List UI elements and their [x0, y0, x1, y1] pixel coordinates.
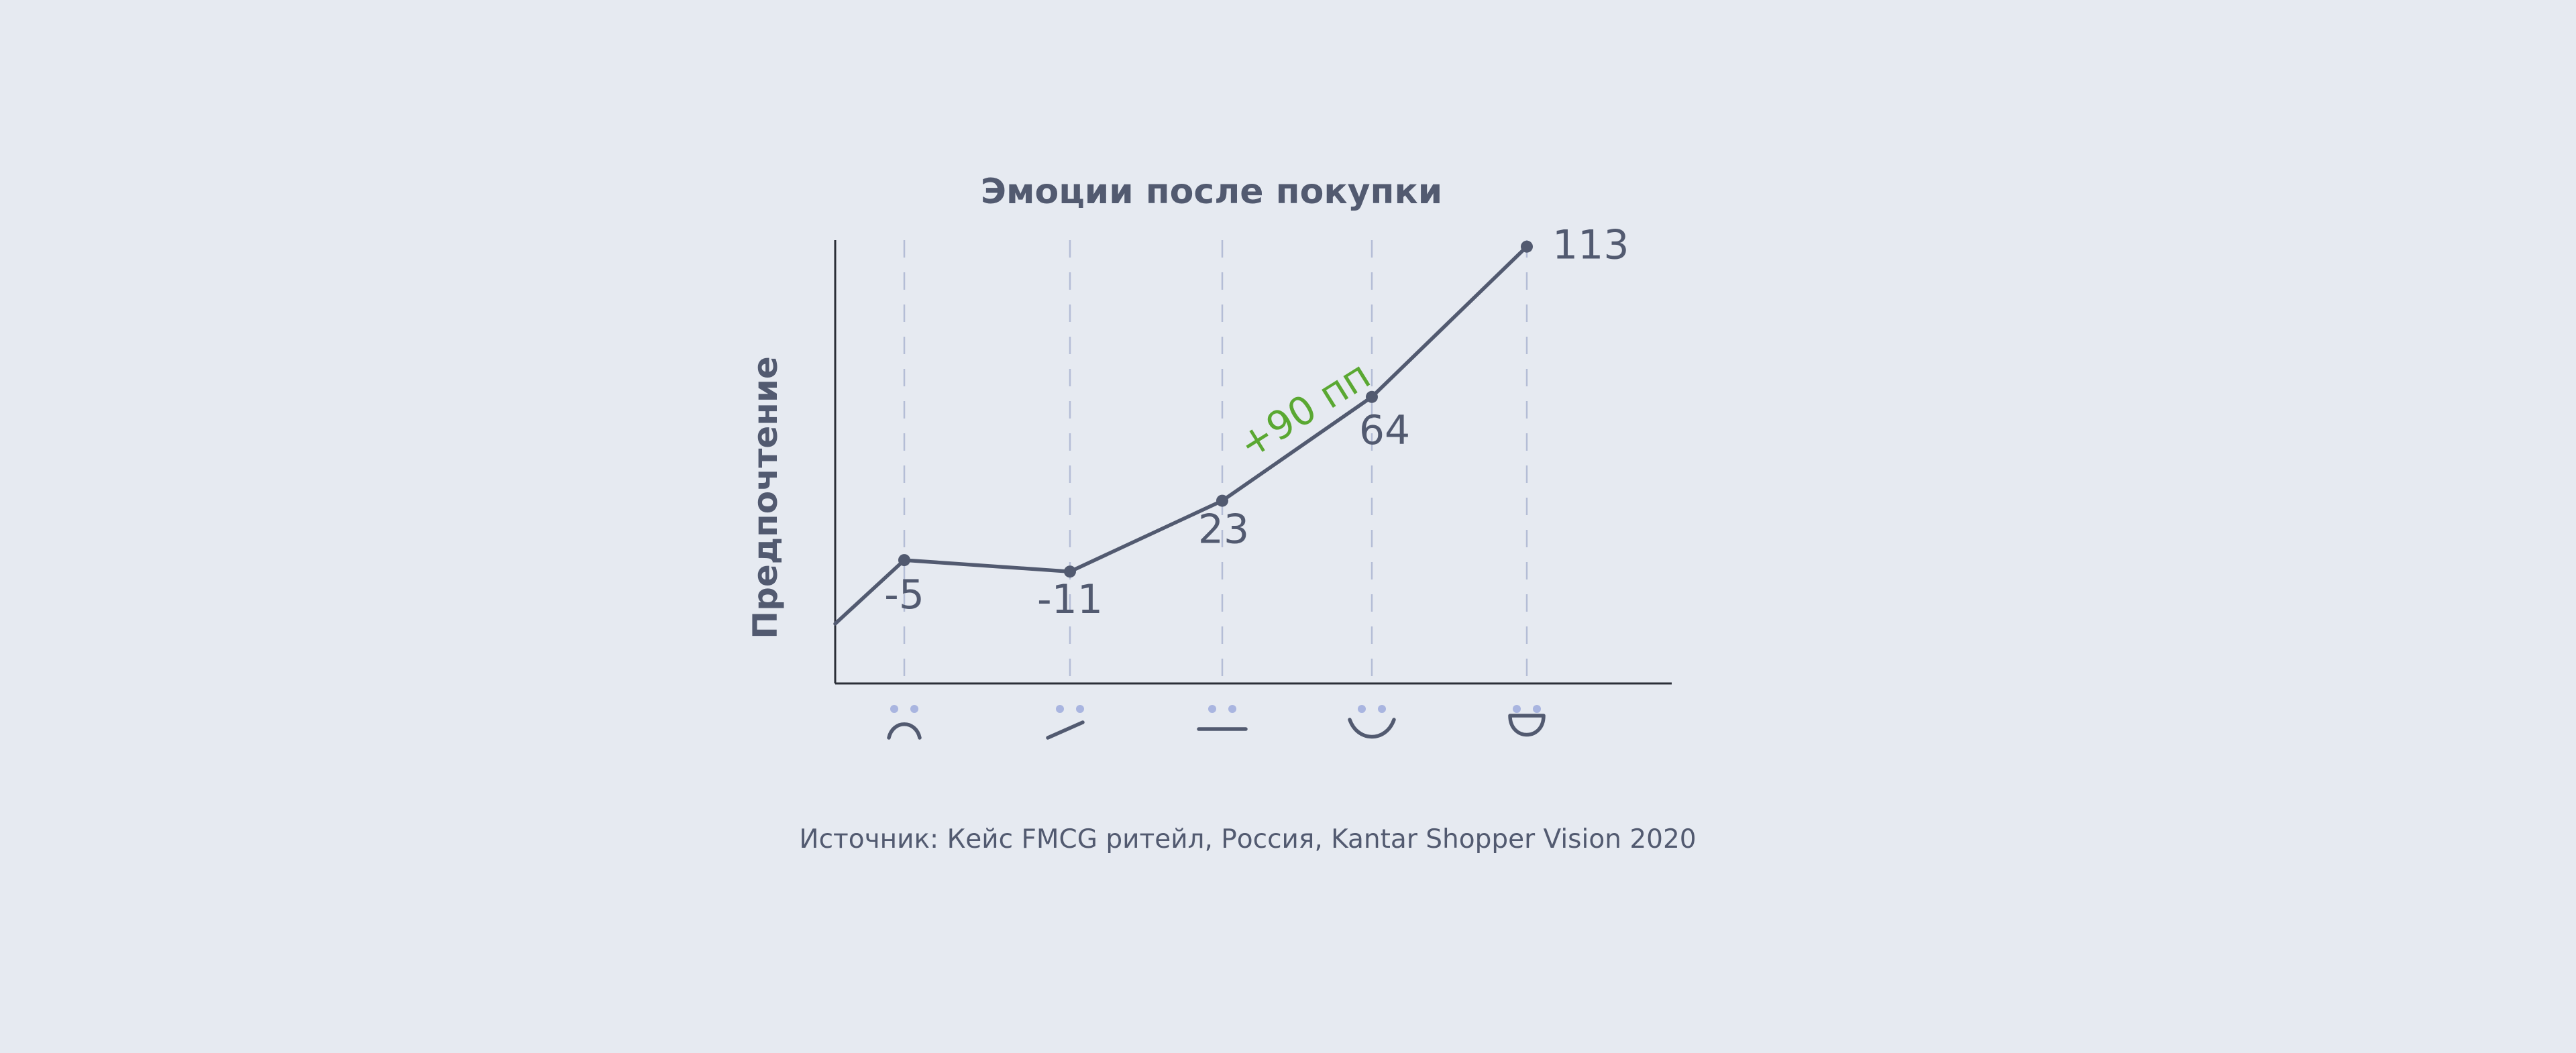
data-label-4: 64 — [1359, 407, 1410, 454]
vertical-gridlines — [903, 240, 1528, 683]
data-label-1: -5 — [884, 571, 924, 618]
data-label-5: 113 — [1552, 222, 1629, 269]
data-point-1 — [898, 554, 910, 567]
chart-title: Эмоции после покупки — [981, 172, 1442, 212]
data-label-3: 23 — [1198, 506, 1249, 553]
data-point-2 — [1064, 565, 1076, 578]
data-label-2: -11 — [1037, 576, 1103, 623]
neutral-face-icon — [1197, 705, 1248, 731]
data-labels: -5 -11 23 64 113 — [884, 222, 1629, 624]
data-point-5 — [1521, 240, 1533, 253]
series-line-group — [833, 244, 1529, 626]
source-note: Источник: Кейс FMCG ритейл, Россия, Kant… — [799, 824, 1696, 854]
x-axis-category-icons — [887, 705, 1546, 740]
slightly-sad-face-icon — [1046, 705, 1085, 740]
series-line — [833, 244, 1529, 626]
data-points — [898, 240, 1533, 578]
very-happy-face-icon — [1508, 705, 1546, 737]
y-axis-label: Предпочтение — [746, 356, 785, 639]
happy-face-icon — [1348, 705, 1396, 739]
very-sad-face-icon — [887, 705, 922, 740]
data-point-3 — [1216, 494, 1228, 507]
data-point-4 — [1366, 390, 1378, 403]
